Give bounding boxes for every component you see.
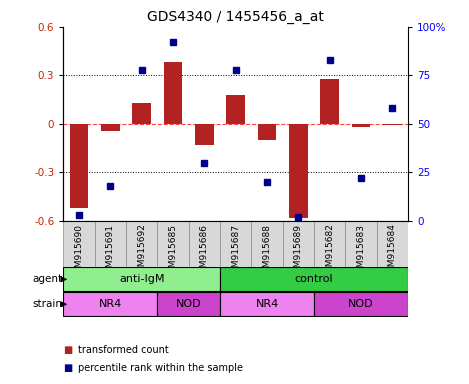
Text: NR4: NR4	[256, 299, 279, 310]
Bar	[314, 221, 345, 276]
Text: GSM915690: GSM915690	[75, 223, 83, 278]
Text: transformed count: transformed count	[78, 345, 169, 356]
Bar	[220, 292, 314, 316]
Text: ■: ■	[63, 362, 73, 373]
Bar	[226, 95, 245, 124]
Text: NOD: NOD	[176, 299, 202, 310]
Text: strain: strain	[33, 299, 63, 310]
Bar	[283, 221, 314, 276]
Bar	[63, 292, 157, 316]
Bar	[63, 221, 95, 276]
Bar	[352, 124, 371, 127]
Bar	[164, 63, 182, 124]
Bar	[157, 292, 220, 316]
Bar	[383, 124, 402, 126]
Text: GSM915689: GSM915689	[294, 223, 303, 278]
Text: GSM915688: GSM915688	[263, 223, 272, 278]
Bar	[69, 124, 88, 208]
Bar	[377, 221, 408, 276]
Text: ■: ■	[63, 345, 73, 356]
Text: percentile rank within the sample: percentile rank within the sample	[78, 362, 243, 373]
Text: NOD: NOD	[348, 299, 374, 310]
Bar	[63, 267, 220, 291]
Bar	[220, 267, 408, 291]
Text: control: control	[295, 274, 333, 285]
Bar	[95, 221, 126, 276]
Bar	[220, 221, 251, 276]
Bar	[314, 292, 408, 316]
Bar	[289, 124, 308, 218]
Text: GSM915691: GSM915691	[106, 223, 115, 278]
Bar	[157, 221, 189, 276]
Text: GSM915682: GSM915682	[325, 223, 334, 278]
Bar	[195, 124, 214, 145]
Bar	[251, 221, 283, 276]
Text: NR4: NR4	[98, 299, 122, 310]
Text: agent: agent	[32, 274, 63, 285]
Text: GSM915684: GSM915684	[388, 223, 397, 278]
Bar	[101, 124, 120, 131]
Bar	[126, 221, 157, 276]
Text: GSM915692: GSM915692	[137, 223, 146, 278]
Bar	[132, 103, 151, 124]
Text: GSM915683: GSM915683	[356, 223, 365, 278]
Text: GSM915687: GSM915687	[231, 223, 240, 278]
Text: GSM915686: GSM915686	[200, 223, 209, 278]
Title: GDS4340 / 1455456_a_at: GDS4340 / 1455456_a_at	[147, 10, 324, 25]
Text: anti-IgM: anti-IgM	[119, 274, 165, 285]
Bar	[189, 221, 220, 276]
Text: GSM915685: GSM915685	[168, 223, 177, 278]
Bar	[320, 79, 339, 124]
Bar	[257, 124, 276, 140]
Bar	[345, 221, 377, 276]
